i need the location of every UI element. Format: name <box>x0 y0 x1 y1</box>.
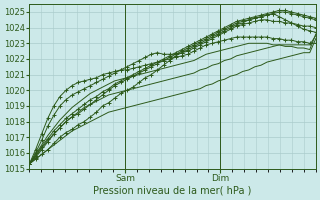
X-axis label: Pression niveau de la mer( hPa ): Pression niveau de la mer( hPa ) <box>93 186 252 196</box>
